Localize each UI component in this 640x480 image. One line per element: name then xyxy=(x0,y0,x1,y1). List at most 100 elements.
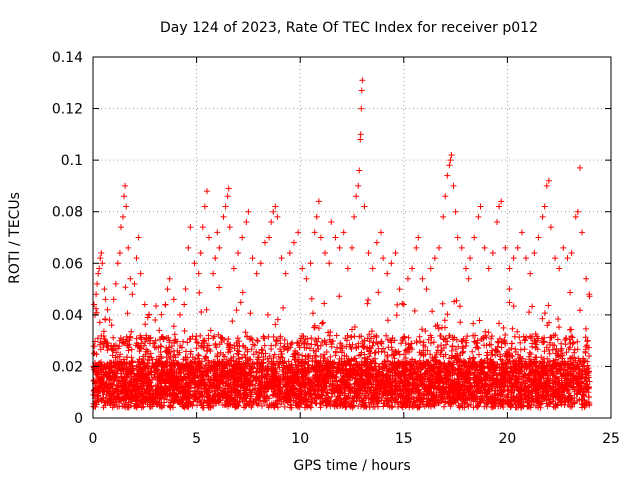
data-point xyxy=(419,275,426,282)
data-point xyxy=(340,229,347,236)
x-tick-label: 5 xyxy=(192,431,201,447)
data-point xyxy=(564,255,571,262)
data-point xyxy=(431,255,438,262)
data-point xyxy=(91,301,98,308)
data-point xyxy=(315,198,322,205)
data-point xyxy=(384,270,391,277)
data-point xyxy=(358,105,365,112)
data-point xyxy=(290,239,297,246)
y-tick-label: 0.06 xyxy=(52,256,83,272)
data-point xyxy=(444,172,451,179)
data-point xyxy=(125,244,132,251)
data-point xyxy=(358,87,365,94)
data-point xyxy=(328,219,335,226)
data-point xyxy=(94,280,101,287)
data-point xyxy=(185,244,192,251)
data-point xyxy=(120,213,127,220)
data-point xyxy=(224,193,231,200)
data-point xyxy=(181,301,188,308)
data-point xyxy=(307,260,314,267)
data-point xyxy=(380,255,387,262)
data-point xyxy=(257,260,264,267)
data-point xyxy=(133,255,140,262)
data-point xyxy=(114,260,121,267)
data-point xyxy=(359,77,366,84)
data-point xyxy=(322,249,329,256)
data-point xyxy=(489,249,496,256)
data-point xyxy=(344,265,351,272)
data-point xyxy=(127,275,134,282)
data-point xyxy=(212,255,219,262)
plot-frame xyxy=(92,56,612,419)
x-tick-label: 0 xyxy=(89,431,98,447)
y-axis-label: ROTI / TECUs xyxy=(7,192,23,284)
data-point xyxy=(510,255,517,262)
data-point xyxy=(452,208,459,215)
y-tick-label: 0.04 xyxy=(52,308,83,324)
data-point xyxy=(226,224,233,231)
x-tick-label: 25 xyxy=(602,431,620,447)
data-point xyxy=(313,213,320,220)
data-point xyxy=(413,244,420,251)
data-point xyxy=(518,229,525,236)
data-point xyxy=(141,301,148,308)
data-point xyxy=(332,234,339,241)
data-point xyxy=(274,213,281,220)
data-point xyxy=(225,185,232,192)
data-point xyxy=(388,260,395,267)
data-point xyxy=(270,208,277,215)
data-points xyxy=(90,77,593,411)
data-point xyxy=(121,193,128,200)
data-point xyxy=(485,265,492,272)
data-point xyxy=(199,224,206,231)
data-point xyxy=(286,249,293,256)
data-point xyxy=(498,198,505,205)
data-point xyxy=(378,229,385,236)
data-point xyxy=(556,265,563,272)
data-point xyxy=(108,322,115,329)
data-point xyxy=(101,286,108,293)
data-point xyxy=(96,265,103,272)
data-point xyxy=(220,213,227,220)
data-point xyxy=(112,280,119,287)
x-tick-label: 10 xyxy=(291,431,309,447)
data-point xyxy=(135,234,142,241)
data-point xyxy=(245,208,252,215)
data-point xyxy=(152,317,159,324)
data-point xyxy=(415,234,422,241)
data-point xyxy=(423,286,430,293)
data-point xyxy=(514,244,521,251)
data-point xyxy=(477,203,484,210)
y-axis-ticks: 0 0.02 0.04 0.06 0.08 0.1 0.12 0.14 xyxy=(52,50,611,427)
y-tick-label: 0 xyxy=(74,411,83,427)
data-point xyxy=(496,203,503,210)
data-point xyxy=(527,270,534,277)
data-point xyxy=(214,229,221,236)
data-point xyxy=(102,296,109,303)
data-point xyxy=(272,203,279,210)
data-point xyxy=(539,213,546,220)
data-point xyxy=(392,249,399,256)
data-point xyxy=(210,270,217,277)
data-point xyxy=(502,244,509,251)
data-point xyxy=(117,224,124,231)
data-point xyxy=(197,249,204,256)
data-point xyxy=(583,275,590,282)
data-point xyxy=(166,275,173,282)
data-point xyxy=(545,177,552,184)
data-point xyxy=(110,296,117,303)
data-point xyxy=(535,234,542,241)
data-point xyxy=(230,265,237,272)
data-point xyxy=(131,280,138,287)
data-point xyxy=(191,260,198,267)
data-point xyxy=(93,291,100,298)
data-point xyxy=(523,255,530,262)
data-point xyxy=(576,164,583,171)
data-point xyxy=(253,270,260,277)
data-point xyxy=(447,157,454,164)
data-point xyxy=(95,270,102,277)
data-point xyxy=(552,255,559,262)
data-point xyxy=(203,188,210,195)
data-point xyxy=(355,182,362,189)
data-point xyxy=(450,182,457,189)
